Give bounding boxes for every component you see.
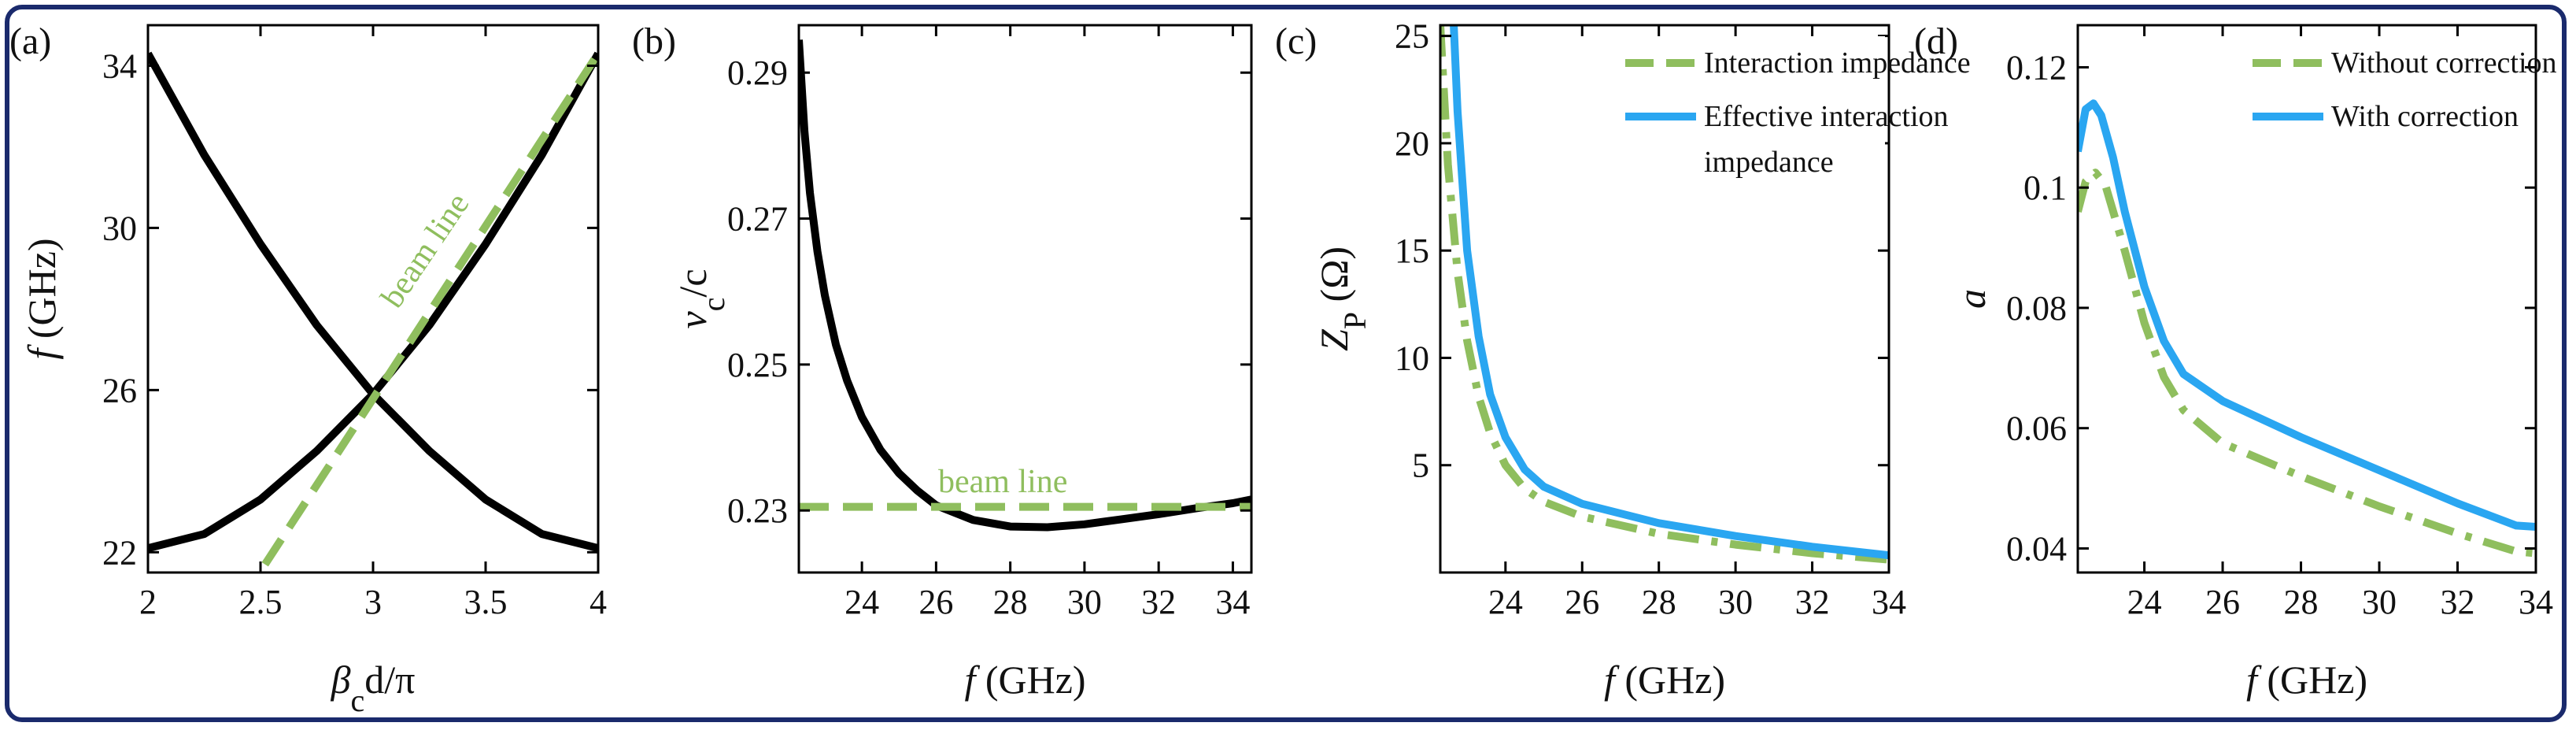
panel-label: (b): [632, 20, 676, 62]
x-tick-label: 2.5: [239, 583, 283, 621]
x-axis-label: βcd/π: [331, 658, 416, 718]
x-axis-label: f (GHz): [1604, 658, 1725, 702]
x-tick-label: 3: [364, 583, 382, 621]
panel-label: (c): [1275, 20, 1317, 62]
y-axis-label-italic: a: [1950, 289, 1994, 309]
x-tick-label: 32: [1141, 583, 1176, 621]
y-tick-label: 30: [102, 209, 137, 247]
series-group: [1440, 25, 1889, 564]
y-tick-label: 0.29: [727, 54, 788, 92]
y-tick-label: 0.25: [727, 346, 788, 384]
legend-label-impedance: impedance: [1704, 146, 1834, 179]
y-axis-label: vc/c: [671, 269, 731, 328]
y-tick-label: 15: [1395, 232, 1429, 270]
figure-frame: [5, 5, 2567, 722]
x-tick-label: 28: [2284, 583, 2319, 621]
x-tick-label: 28: [1642, 583, 1676, 621]
panel-label: (d): [1914, 20, 1958, 62]
y-axis-label-main: v: [671, 311, 715, 329]
y-tick-label: 0.27: [727, 200, 788, 239]
x-tick-label: 34: [1215, 583, 1250, 621]
axes-box: [797, 24, 1253, 574]
x-axis-label-main: β: [331, 658, 351, 702]
x-tick-label: 30: [1067, 583, 1102, 621]
y-tick-label: 5: [1412, 447, 1429, 485]
y-axis-label: ZP (Ω): [1312, 246, 1373, 351]
y-tick-label: 26: [102, 371, 137, 409]
beam-line-annotation: beam line: [374, 187, 476, 314]
series-group: [148, 51, 598, 567]
x-tick-label: 26: [918, 583, 953, 621]
y-tick-label: 0.1: [2023, 169, 2067, 207]
y-tick-label: 25: [1395, 17, 1429, 56]
axes-box: [1439, 24, 1890, 574]
series-line-phase-velocity: [799, 39, 1251, 532]
series-line-effective-interaction-impedance: [1450, 25, 1889, 560]
x-tick-label: 26: [1565, 583, 1599, 621]
y-tick-label: 0.08: [2006, 289, 2067, 328]
y-axis-label-rest: /c: [671, 269, 715, 297]
panel-b: 24 26 28 30 32 34 0.23 0.25 0.27 0.29 (b) f (GHz) vc…: [632, 20, 1253, 702]
y-axis-label-rest: (GHz): [20, 238, 64, 348]
y-axis-label: f (GHz): [20, 238, 64, 359]
x-axis-label-rest: d/π: [364, 658, 415, 702]
legend-label-effective-interaction: Effective interaction: [1704, 100, 1949, 133]
legend-label-without-correction: Without correction: [2331, 46, 2557, 80]
y-tick-label: 34: [102, 46, 137, 85]
x-tick-label: 24: [844, 583, 879, 621]
y-tick-label: 20: [1395, 124, 1429, 163]
series-group: [799, 39, 1251, 532]
x-axis-label-rest: (GHz): [2257, 658, 2367, 702]
y-tick-label: 22: [102, 533, 137, 572]
series-line-without-correction: [2078, 169, 2536, 558]
y-axis-label-rest: (Ω): [1312, 246, 1356, 312]
x-tick-label: 32: [2441, 583, 2475, 621]
y-axis-label-sub: c: [696, 298, 731, 312]
x-tick-label: 2: [139, 583, 157, 621]
x-tick-label: 26: [2205, 583, 2240, 621]
series-line-beam-line: [261, 51, 598, 567]
panel-c: 24 26 28 30 32 34 5 10 15 20 25 (c) f (GHz) ZP (Ω) Int…: [1275, 17, 1971, 702]
x-axis-label-sub: c: [351, 683, 365, 718]
series-group: [2078, 99, 2536, 558]
x-axis-label: f (GHz): [2246, 658, 2367, 702]
x-tick-label: 34: [2519, 583, 2553, 621]
panel-d: 24 26 28 30 32 34 0.04 0.06 0.08 0.1 0.12 (d) f (GHz…: [1914, 20, 2557, 702]
y-axis-label: a: [1950, 289, 1994, 309]
legend-label-interaction-impedance: Interaction impedance: [1704, 46, 1971, 80]
x-tick-label: 30: [2362, 583, 2397, 621]
x-tick-label: 3.5: [464, 583, 508, 621]
x-axis-label-rest: (GHz): [975, 658, 1085, 702]
series-line-with-correction: [2078, 99, 2536, 531]
axes-box: [146, 24, 600, 574]
x-tick-label: 4: [589, 583, 607, 621]
y-tick-label: 10: [1395, 339, 1429, 377]
beam-line-annotation: beam line: [938, 464, 1067, 500]
x-tick-label: 28: [993, 583, 1028, 621]
x-tick-label: 24: [1488, 583, 1523, 621]
y-tick-label: 0.23: [727, 491, 788, 530]
x-tick-label: 24: [2127, 583, 2162, 621]
legend-label-with-correction: With correction: [2331, 100, 2519, 133]
panel-a: 2 2.5 3 3.5 4 22 26 30 34 (a) βcd/π f (GHz) beam lin…: [9, 20, 607, 718]
series-line-interaction-impedance: [1440, 25, 1889, 564]
y-axis-label-sub: P: [1337, 312, 1373, 329]
series-line-backward-mode: [148, 51, 598, 552]
y-axis-label-main: Z: [1312, 328, 1356, 351]
series-line-forward-mode: [148, 51, 598, 552]
x-tick-label: 30: [1718, 583, 1753, 621]
x-tick-label: 32: [1795, 583, 1830, 621]
axes-box: [2076, 24, 2537, 574]
x-axis-label-rest: (GHz): [1615, 658, 1725, 702]
y-tick-label: 0.12: [2006, 48, 2067, 87]
y-tick-label: 0.04: [2006, 529, 2067, 568]
panel-label: (a): [9, 20, 51, 62]
x-tick-label: 34: [1872, 583, 1906, 621]
x-axis-label: f (GHz): [964, 658, 1085, 702]
y-tick-label: 0.06: [2006, 409, 2067, 448]
